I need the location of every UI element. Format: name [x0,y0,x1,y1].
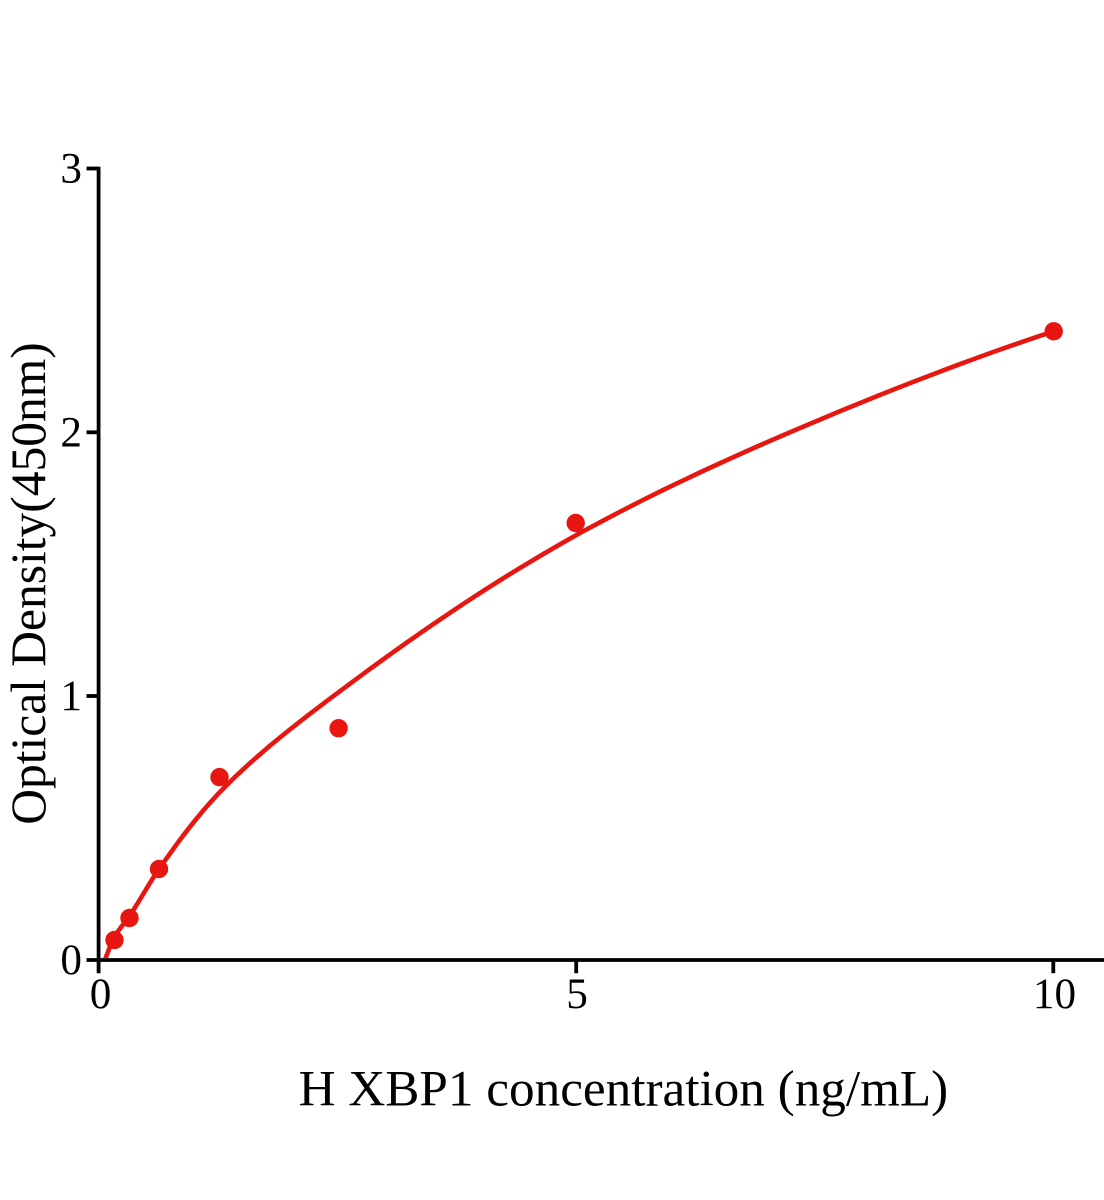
svg-text:10: 10 [1033,971,1076,1018]
svg-text:Optical Density(450nm): Optical Density(450nm) [1,342,56,825]
svg-text:0: 0 [60,937,82,984]
svg-text:1: 1 [60,673,82,720]
svg-text:3: 3 [60,146,82,193]
svg-text:2: 2 [60,409,82,456]
svg-text:5: 5 [566,971,588,1018]
svg-text:H XBP1 concentration (ng/mL): H XBP1 concentration (ng/mL) [299,1061,949,1118]
svg-text:0: 0 [90,971,112,1018]
